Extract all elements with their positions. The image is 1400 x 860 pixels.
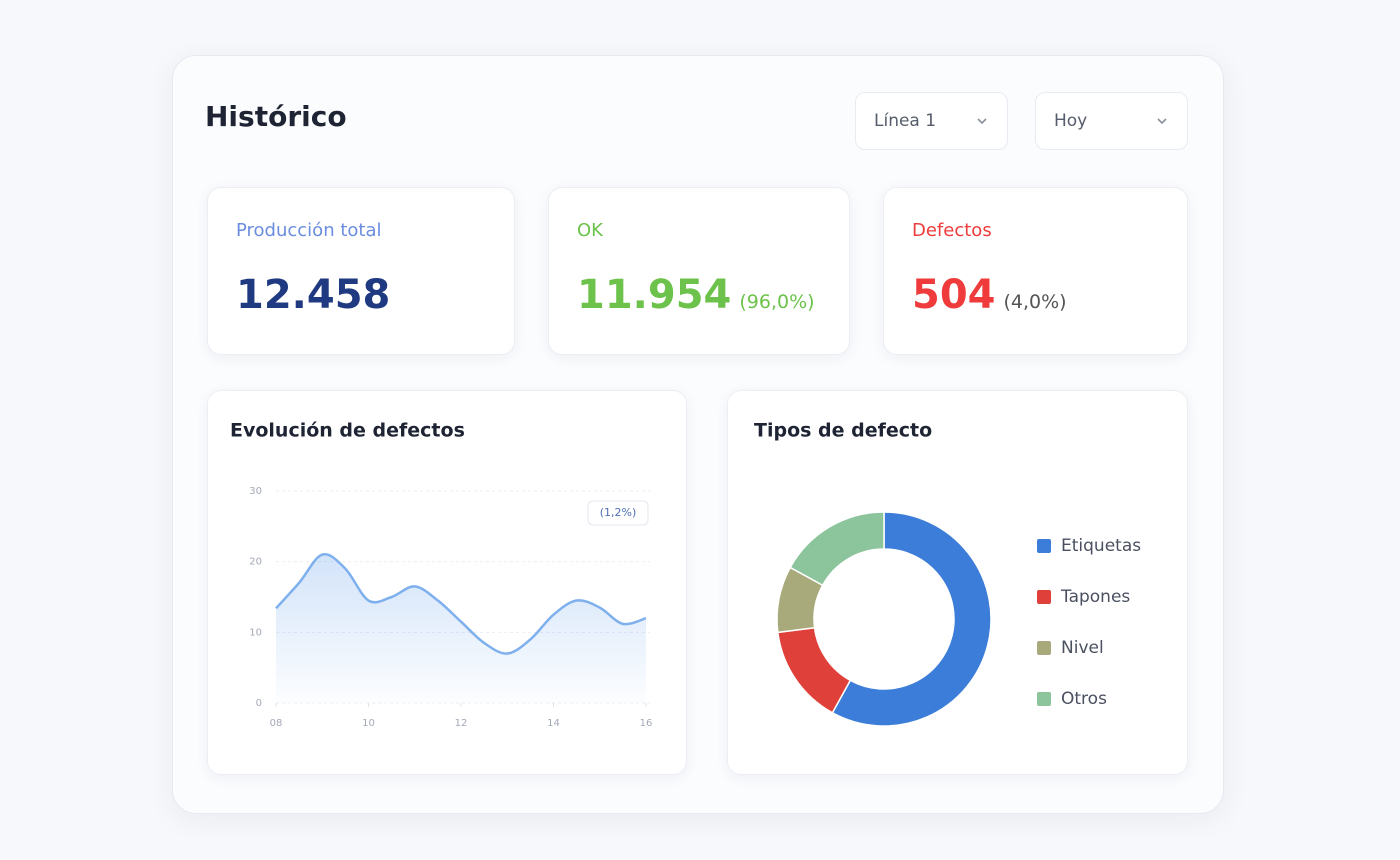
page-title: Histórico — [205, 100, 347, 133]
legend-label: Otros — [1061, 689, 1107, 709]
kpi-number: 11.954 — [577, 272, 732, 318]
kpi-note: (96,0%) — [739, 291, 815, 313]
x-tick-label: 14 — [547, 718, 560, 729]
x-tick-label: 08 — [270, 718, 283, 729]
kpi-card: Defectos 504 (4,0%) — [883, 187, 1188, 355]
area — [276, 554, 646, 703]
kpi-label: Defectos — [912, 220, 992, 241]
kpi-value: 12.458 — [236, 272, 390, 318]
donut-segment — [777, 626, 852, 714]
chart-title: Tipos de defecto — [754, 420, 932, 442]
line-chart: Evolución de defectos 0 10 20 30 08 10 12 14 16 (… — [230, 420, 653, 730]
legend-swatch — [1037, 641, 1051, 655]
legend-label: Etiquetas — [1061, 536, 1141, 556]
legend-swatch — [1037, 590, 1051, 604]
x-tick-label: 12 — [455, 718, 468, 729]
kpi-label: OK — [577, 220, 603, 241]
period-filter[interactable]: Hoy — [1035, 92, 1188, 150]
chart-card: Tipos de defecto Etiquetas Tapones Nivel Ot… — [727, 390, 1188, 775]
legend-label: Tapones — [1060, 587, 1130, 607]
annotation-box — [587, 500, 649, 526]
kpi-note: (4,0%) — [1003, 291, 1067, 313]
legend-label: Nivel — [1061, 638, 1104, 658]
x-tick-label: 16 — [640, 718, 653, 729]
kpi-value: 504 (4,0%) — [912, 272, 1067, 318]
donut-segment — [789, 511, 885, 587]
legend-swatch — [1037, 692, 1051, 706]
donut-chart: Tipos de defecto Etiquetas Tapones Nivel Ot… — [754, 420, 1141, 727]
filter-label: Línea 1 — [874, 111, 937, 131]
y-tick-label: 0 — [256, 698, 262, 709]
kpi-number: 504 — [912, 272, 996, 318]
line-filter[interactable]: Línea 1 — [855, 92, 1008, 150]
kpi-number: 12.458 — [236, 272, 391, 318]
y-tick-label: 30 — [249, 486, 262, 497]
kpi-card: Producción total 12.458 — [207, 187, 515, 355]
chart-title: Evolución de defectos — [230, 420, 465, 442]
line — [275, 552, 647, 655]
kpi-card: OK 11.954 (96,0%) — [548, 187, 850, 355]
y-tick-label: 10 — [249, 627, 262, 638]
donut-segment — [831, 511, 992, 727]
kpi-value: 11.954 (96,0%) — [577, 272, 815, 318]
chart-card: Evolución de defectos 0 10 20 30 08 10 12 14 16 (… — [207, 390, 687, 775]
chevron — [977, 118, 987, 125]
filter-label: Hoy — [1054, 111, 1088, 131]
chevron — [1157, 118, 1167, 125]
x-tick-label: 10 — [362, 718, 375, 729]
y-tick-label: 20 — [249, 557, 262, 568]
kpi-label: Producción total — [236, 220, 382, 241]
legend-swatch — [1037, 539, 1051, 553]
annotation: (1,2%) — [600, 506, 637, 519]
